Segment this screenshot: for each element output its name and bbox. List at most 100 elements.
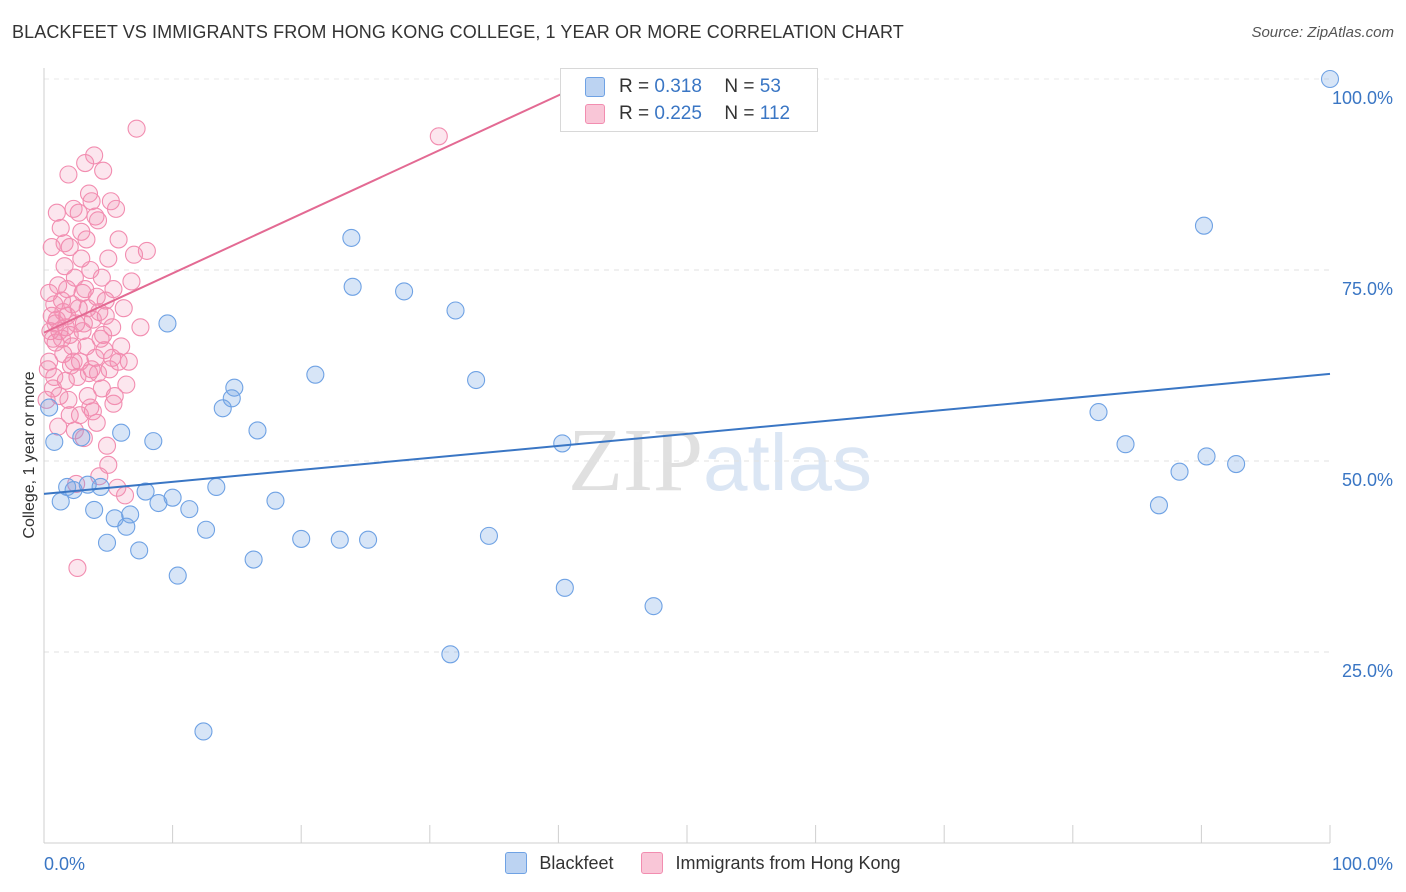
hongkong-point [122, 272, 141, 291]
hongkong-point [40, 352, 59, 371]
hongkong-point [51, 218, 70, 238]
hongkong-point [63, 337, 82, 356]
watermark: ZIPatlas [568, 411, 872, 510]
blackfeet-point [343, 277, 362, 296]
blackfeet-point [207, 477, 226, 497]
blackfeet-point [1089, 403, 1108, 422]
blackfeet-point [644, 597, 663, 616]
hongkong-point [99, 455, 118, 474]
hongkong-point [59, 165, 78, 184]
blackfeet-point [248, 421, 267, 440]
hongkong-point [59, 390, 78, 409]
x-tick-label: 0.0% [44, 854, 85, 874]
hongkong-point [131, 318, 150, 337]
hongkong-point [97, 436, 117, 455]
hongkong-point [94, 161, 113, 180]
blackfeet-point [441, 645, 460, 664]
hongkong-point [94, 325, 113, 344]
blackfeet-point [395, 282, 414, 301]
hongkong-point [78, 387, 97, 406]
hongkong-point [87, 413, 106, 432]
y-tick-label: 100.0% [1332, 88, 1393, 108]
blackfeet-point [97, 533, 117, 552]
hongkong-point [114, 299, 133, 318]
hongkong-point [95, 341, 114, 360]
hongkong-point [52, 329, 72, 348]
hongkong-point [49, 276, 68, 295]
blackfeet-point [144, 432, 163, 451]
hongkong-point [72, 222, 91, 241]
hongkong-point [69, 203, 88, 222]
hongkong-point [68, 558, 87, 578]
hongkong-point [104, 394, 123, 413]
blackfeet-point [342, 228, 361, 247]
legend-item-hongkong: Immigrants from Hong Kong [641, 852, 901, 874]
hongkong-point [60, 406, 79, 425]
r-value: 0.225 [654, 103, 702, 124]
blackfeet-point [266, 491, 285, 510]
n-value: 53 [759, 76, 781, 97]
hongkong-point [99, 249, 118, 268]
r-label: R = [619, 103, 650, 124]
blackfeet-point [163, 488, 182, 507]
blackfeet-point [149, 493, 168, 513]
n-label: N = [724, 76, 755, 97]
hongkong-point [55, 234, 74, 253]
hongkong-point [109, 352, 128, 371]
hongkong-point [43, 379, 63, 398]
blackfeet-point [1320, 69, 1340, 89]
y-tick-label: 25.0% [1342, 661, 1393, 681]
hongkong-point [68, 367, 87, 387]
blackfeet-point [85, 500, 104, 519]
blackfeet-point [1170, 462, 1189, 481]
hongkong-point [64, 352, 83, 371]
blackfeet-point [194, 722, 213, 741]
blackfeet-point [45, 432, 64, 451]
hongkong-point [49, 417, 68, 436]
chart-title: BLACKFEET VS IMMIGRANTS FROM HONG KONG C… [12, 22, 904, 42]
stats-legend-row-hongkong: R = 0.225 N = 112 [585, 101, 790, 127]
blackfeet-point [1197, 447, 1216, 466]
blackfeet-point [225, 378, 244, 397]
n-value: 112 [759, 103, 791, 124]
blackfeet-point [136, 482, 155, 501]
hongkong-point [47, 203, 66, 222]
blackfeet-point [467, 370, 486, 390]
r-label: R = [619, 76, 650, 97]
blackfeet-point [1116, 435, 1135, 454]
y-tick-label: 75.0% [1342, 279, 1393, 299]
hongkong-point [73, 322, 92, 341]
hongkong-swatch [585, 104, 605, 124]
blackfeet-point [359, 530, 378, 549]
hongkong-point [92, 268, 111, 287]
blackfeet-point [72, 428, 91, 447]
r-value: 0.318 [654, 76, 702, 97]
source-label: Source: ZipAtlas.com [1251, 24, 1394, 41]
blackfeet-point [91, 477, 110, 497]
hongkong-point [82, 360, 101, 379]
blackfeet-point [40, 398, 59, 417]
hongkong-point [50, 387, 69, 406]
blackfeet-point [121, 505, 140, 524]
hongkong-legend-swatch [641, 852, 664, 874]
blackfeet-point [196, 520, 216, 539]
hongkong-point [65, 268, 84, 287]
legend-label-hongkong: Immigrants from Hong Kong [675, 852, 901, 873]
hongkong-point [55, 257, 74, 276]
blackfeet-point [1227, 455, 1246, 474]
hongkong-point [429, 127, 448, 146]
hongkong-point [137, 241, 156, 260]
blackfeet-point [292, 529, 311, 548]
blackfeet-point [1149, 496, 1169, 515]
blackfeet-point [168, 566, 187, 585]
blackfeet-point [222, 389, 241, 408]
hongkong-point [38, 360, 57, 379]
blackfeet-point [553, 434, 572, 453]
blackfeet-point [112, 423, 131, 442]
legend-label-blackfeet: Blackfeet [539, 852, 614, 873]
hongkong-point [85, 146, 104, 165]
x-tick-label: 100.0% [1332, 854, 1393, 874]
blackfeet-point [244, 550, 263, 569]
hongkong-point [76, 280, 95, 299]
